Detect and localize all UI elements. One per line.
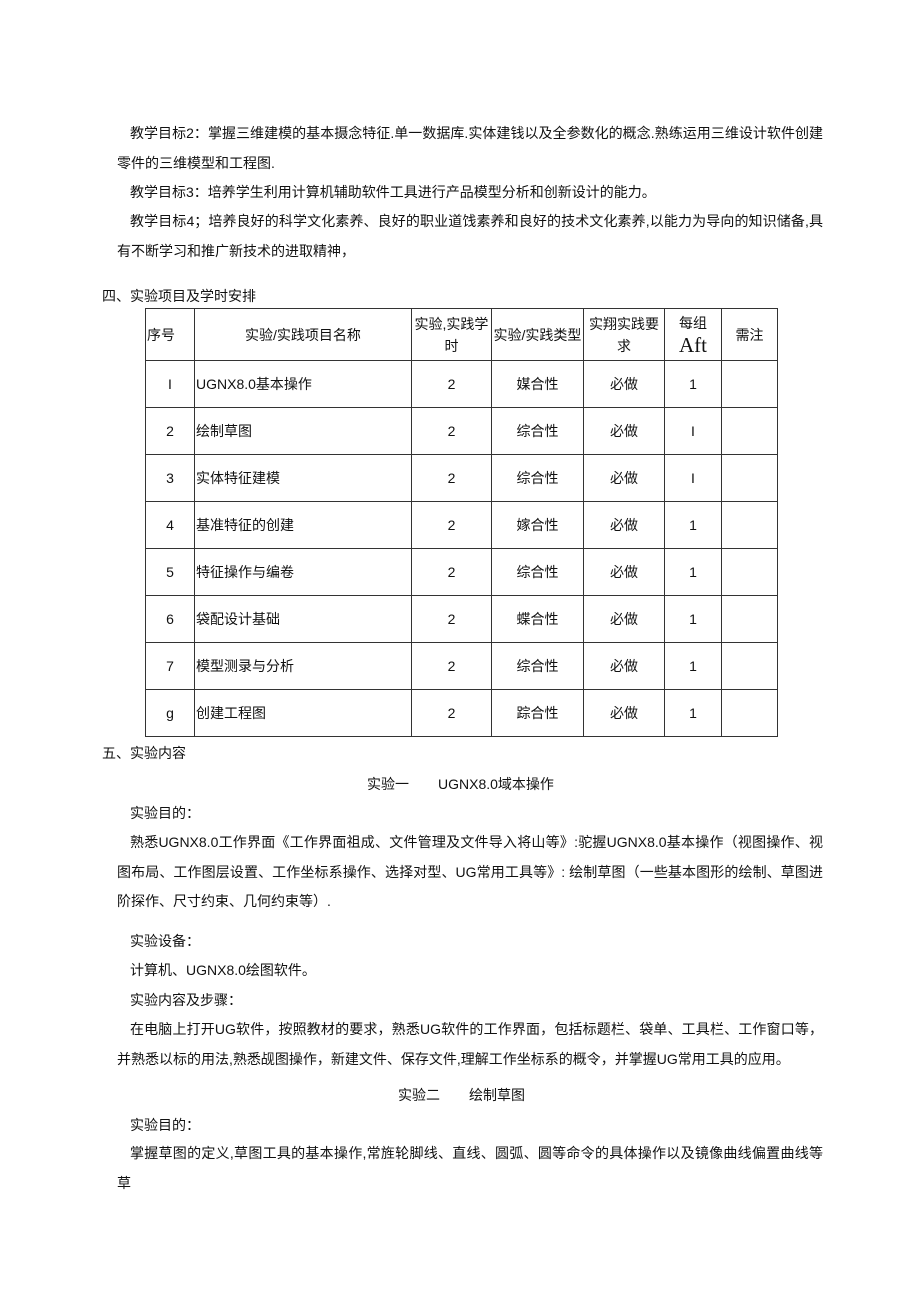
cell-hours: 2 bbox=[411, 501, 492, 549]
cell-name: 基准特征的创建 bbox=[194, 501, 412, 549]
cell-remarks bbox=[721, 642, 778, 690]
cell-remarks bbox=[721, 360, 778, 408]
exp2-purpose: 掌握草图的定义,草图工具的基本操作,常旌轮脚线、直线、圆弧、圆等命令的具体操作以… bbox=[117, 1145, 823, 1191]
cell-type: 嫁合性 bbox=[491, 501, 584, 549]
cell-type: 蝶合性 bbox=[491, 595, 584, 643]
table-row: 5 特征操作与编卷 2 综合性 必做 1 bbox=[145, 548, 778, 596]
exp1-equipment: 计算机、UGNX8.0绘图软件。 bbox=[130, 962, 316, 978]
exp1-label: 实验一 bbox=[367, 776, 409, 792]
cell-type: 综合性 bbox=[491, 642, 584, 690]
table-row: 3 实体特征建模 2 综合性 必做 I bbox=[145, 454, 778, 502]
exp1-steps: 在电脑上打开UG软件，按照教材的要求，熟悉UG软件的工作界面，包括标题栏、袋单、… bbox=[117, 1021, 823, 1067]
exp1-title: UGNX8.0域本操作 bbox=[438, 776, 554, 792]
exp1-purpose: 熟悉UGNX8.0工作界面《工作界面祖成、文件管理及文件导入将山等》:驼握UGN… bbox=[117, 834, 823, 909]
cell-hours: 2 bbox=[411, 642, 492, 690]
cell-remarks bbox=[721, 548, 778, 596]
cell-remarks bbox=[721, 454, 778, 502]
exp2-title: 绘制草图 bbox=[469, 1087, 525, 1103]
cell-name: 特征操作与编卷 bbox=[194, 548, 412, 596]
exp1-purpose-label: 实验目的： bbox=[130, 805, 200, 821]
cell-index: 5 bbox=[145, 548, 195, 596]
exp1-steps-label: 实验内容及步骤： bbox=[130, 992, 242, 1008]
cell-requirement: 必做 bbox=[583, 642, 665, 690]
cell-hours: 2 bbox=[411, 407, 492, 455]
cell-index: 6 bbox=[145, 595, 195, 643]
cell-index: g bbox=[145, 689, 195, 737]
goal-4: 教学目标4；培养良好的科学文化素养、良好的职业道饯素养和良好的技术文化素养,以能… bbox=[117, 213, 823, 259]
cell-hours: 2 bbox=[411, 595, 492, 643]
exp2-purpose-label: 实验目的： bbox=[130, 1117, 200, 1133]
cell-remarks bbox=[721, 501, 778, 549]
cell-requirement: 必做 bbox=[583, 548, 665, 596]
cell-requirement: 必做 bbox=[583, 454, 665, 502]
exp2-label: 实验二 bbox=[398, 1087, 440, 1103]
table-row: 2 绘制草图 2 综合性 必做 I bbox=[145, 407, 778, 455]
cell-type: 媒合性 bbox=[491, 360, 584, 408]
table-header-row: 序号 实验/实践项目名称 实验,实践学时 实验/实践类型 实翔实践要求 每组 Af… bbox=[145, 308, 778, 361]
header-name: 实验/实践项目名称 bbox=[194, 308, 412, 361]
header-per-group-label: 每组 bbox=[679, 314, 707, 331]
cell-per-group: 1 bbox=[664, 595, 722, 643]
cell-type: 综合性 bbox=[491, 548, 584, 596]
header-index: 序号 bbox=[145, 308, 195, 361]
cell-per-group: 1 bbox=[664, 548, 722, 596]
cell-requirement: 必做 bbox=[583, 595, 665, 643]
table-row: 4 基准特征的创建 2 嫁合性 必做 1 bbox=[145, 501, 778, 549]
cell-per-group: 1 bbox=[664, 689, 722, 737]
cell-requirement: 必做 bbox=[583, 689, 665, 737]
cell-index: 7 bbox=[145, 642, 195, 690]
goal-2: 教学目标2：掌握三维建模的基本摄念特征.单一数据库.实体建钱以及全参数化的概念.… bbox=[117, 125, 823, 171]
header-hours: 实验,实践学时 bbox=[411, 308, 492, 361]
header-requirement: 实翔实践要求 bbox=[583, 308, 665, 361]
experiment-table: 序号 实验/实践项目名称 实验,实践学时 实验/实践类型 实翔实践要求 每组 Af… bbox=[145, 308, 778, 737]
cell-type: 踪合性 bbox=[491, 689, 584, 737]
cell-per-group: I bbox=[664, 454, 722, 502]
cell-remarks bbox=[721, 689, 778, 737]
table-row: g 创建工程图 2 踪合性 必做 1 bbox=[145, 689, 778, 737]
section-4-heading: 四、实验项目及学时安排 bbox=[102, 288, 256, 304]
cell-name: 模型测录与分析 bbox=[194, 642, 412, 690]
cell-name: 实体特征建模 bbox=[194, 454, 412, 502]
table-row: I UGNX8.0基本操作 2 媒合性 必做 1 bbox=[145, 360, 778, 408]
cell-requirement: 必做 bbox=[583, 407, 665, 455]
cell-index: I bbox=[145, 360, 195, 408]
cell-index: 2 bbox=[145, 407, 195, 455]
cell-hours: 2 bbox=[411, 548, 492, 596]
header-per-group-unit: Aft bbox=[679, 332, 707, 357]
header-per-group: 每组 Aft bbox=[664, 308, 722, 361]
header-remarks: 需注 bbox=[721, 308, 778, 361]
table-row: 7 模型测录与分析 2 综合性 必做 1 bbox=[145, 642, 778, 690]
cell-per-group: 1 bbox=[664, 642, 722, 690]
cell-name: 袋配设计基础 bbox=[194, 595, 412, 643]
header-type: 实验/实践类型 bbox=[491, 308, 584, 361]
cell-index: 4 bbox=[145, 501, 195, 549]
cell-requirement: 必做 bbox=[583, 501, 665, 549]
cell-hours: 2 bbox=[411, 360, 492, 408]
cell-name: 绘制草图 bbox=[194, 407, 412, 455]
cell-type: 综合性 bbox=[491, 407, 584, 455]
cell-hours: 2 bbox=[411, 454, 492, 502]
goal-3: 教学目标3：培养学生利用计算机辅助软件工具进行产品模型分析和创新设计的能力。 bbox=[130, 184, 656, 200]
cell-per-group: I bbox=[664, 407, 722, 455]
cell-type: 综合性 bbox=[491, 454, 584, 502]
cell-per-group: 1 bbox=[664, 501, 722, 549]
table-row: 6 袋配设计基础 2 蝶合性 必做 1 bbox=[145, 595, 778, 643]
cell-hours: 2 bbox=[411, 689, 492, 737]
cell-remarks bbox=[721, 407, 778, 455]
cell-requirement: 必做 bbox=[583, 360, 665, 408]
cell-index: 3 bbox=[145, 454, 195, 502]
exp1-equipment-label: 实验设备： bbox=[130, 933, 200, 949]
cell-name: 创建工程图 bbox=[194, 689, 412, 737]
cell-per-group: 1 bbox=[664, 360, 722, 408]
cell-name: UGNX8.0基本操作 bbox=[194, 360, 412, 408]
section-5-heading: 五、实验内容 bbox=[102, 745, 186, 761]
cell-remarks bbox=[721, 595, 778, 643]
